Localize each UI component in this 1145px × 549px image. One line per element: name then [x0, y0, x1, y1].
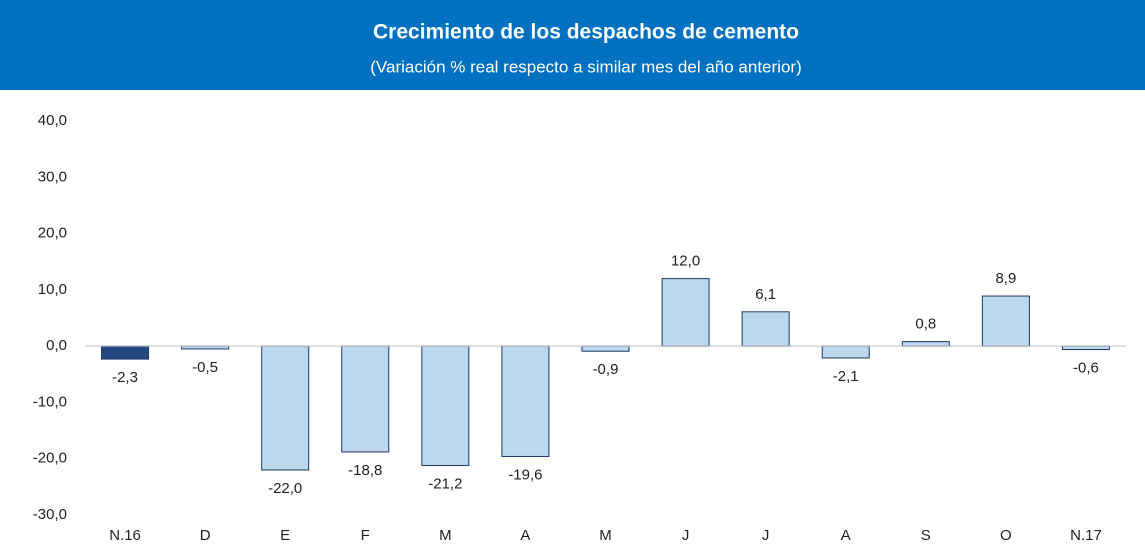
- x-tick-label: E: [280, 527, 290, 544]
- bar: [421, 345, 470, 466]
- data-label: -0,5: [192, 359, 218, 376]
- x-tick-label: A: [841, 527, 851, 544]
- data-label: -2,3: [112, 369, 138, 386]
- bar: [661, 278, 710, 347]
- y-tick-label: 30,0: [38, 168, 67, 185]
- x-tick-label: F: [361, 527, 370, 544]
- data-label: -0,9: [593, 361, 619, 378]
- x-tick-label: J: [762, 527, 770, 544]
- x-tick-label: M: [439, 527, 452, 544]
- data-label: -0,6: [1073, 359, 1099, 376]
- x-tick-label: N.17: [1070, 527, 1102, 544]
- data-label: 8,9: [995, 270, 1016, 287]
- bar: [261, 345, 310, 471]
- bar: [821, 345, 870, 359]
- bar: [901, 341, 950, 347]
- data-label: 0,8: [915, 316, 936, 333]
- chart-subtitle: (Variación % real respecto a similar mes…: [370, 57, 801, 76]
- x-tick-label: A: [520, 527, 530, 544]
- y-tick-label: 0,0: [46, 337, 67, 354]
- data-label: -19,6: [508, 466, 542, 483]
- data-label: -2,1: [833, 368, 859, 385]
- data-label: -22,0: [268, 480, 302, 497]
- x-tick-label: J: [682, 527, 690, 544]
- data-label: -21,2: [428, 475, 462, 492]
- x-tick-label: M: [599, 527, 612, 544]
- y-tick-label: -20,0: [33, 450, 67, 467]
- bar: [581, 345, 630, 352]
- bar: [501, 345, 550, 457]
- y-tick-label: 20,0: [38, 225, 67, 242]
- bar: [741, 311, 790, 347]
- x-tick-label: D: [200, 527, 211, 544]
- x-tick-label: S: [921, 527, 931, 544]
- y-tick-label: 10,0: [38, 281, 67, 298]
- bar: [341, 345, 390, 453]
- data-label: 12,0: [671, 253, 700, 270]
- y-tick-label: -30,0: [33, 506, 67, 523]
- x-tick-label: O: [1000, 527, 1012, 544]
- x-tick-label: N.16: [109, 527, 141, 544]
- header-band: [0, 0, 1145, 90]
- bar: [101, 345, 150, 360]
- y-tick-label: -10,0: [33, 393, 67, 410]
- y-tick-label: 40,0: [38, 112, 67, 129]
- data-label: -18,8: [348, 462, 382, 479]
- chart-title: Crecimiento de los despachos de cemento: [373, 21, 799, 44]
- bar: [1061, 345, 1110, 351]
- bar: [981, 295, 1030, 347]
- data-label: 6,1: [755, 286, 776, 303]
